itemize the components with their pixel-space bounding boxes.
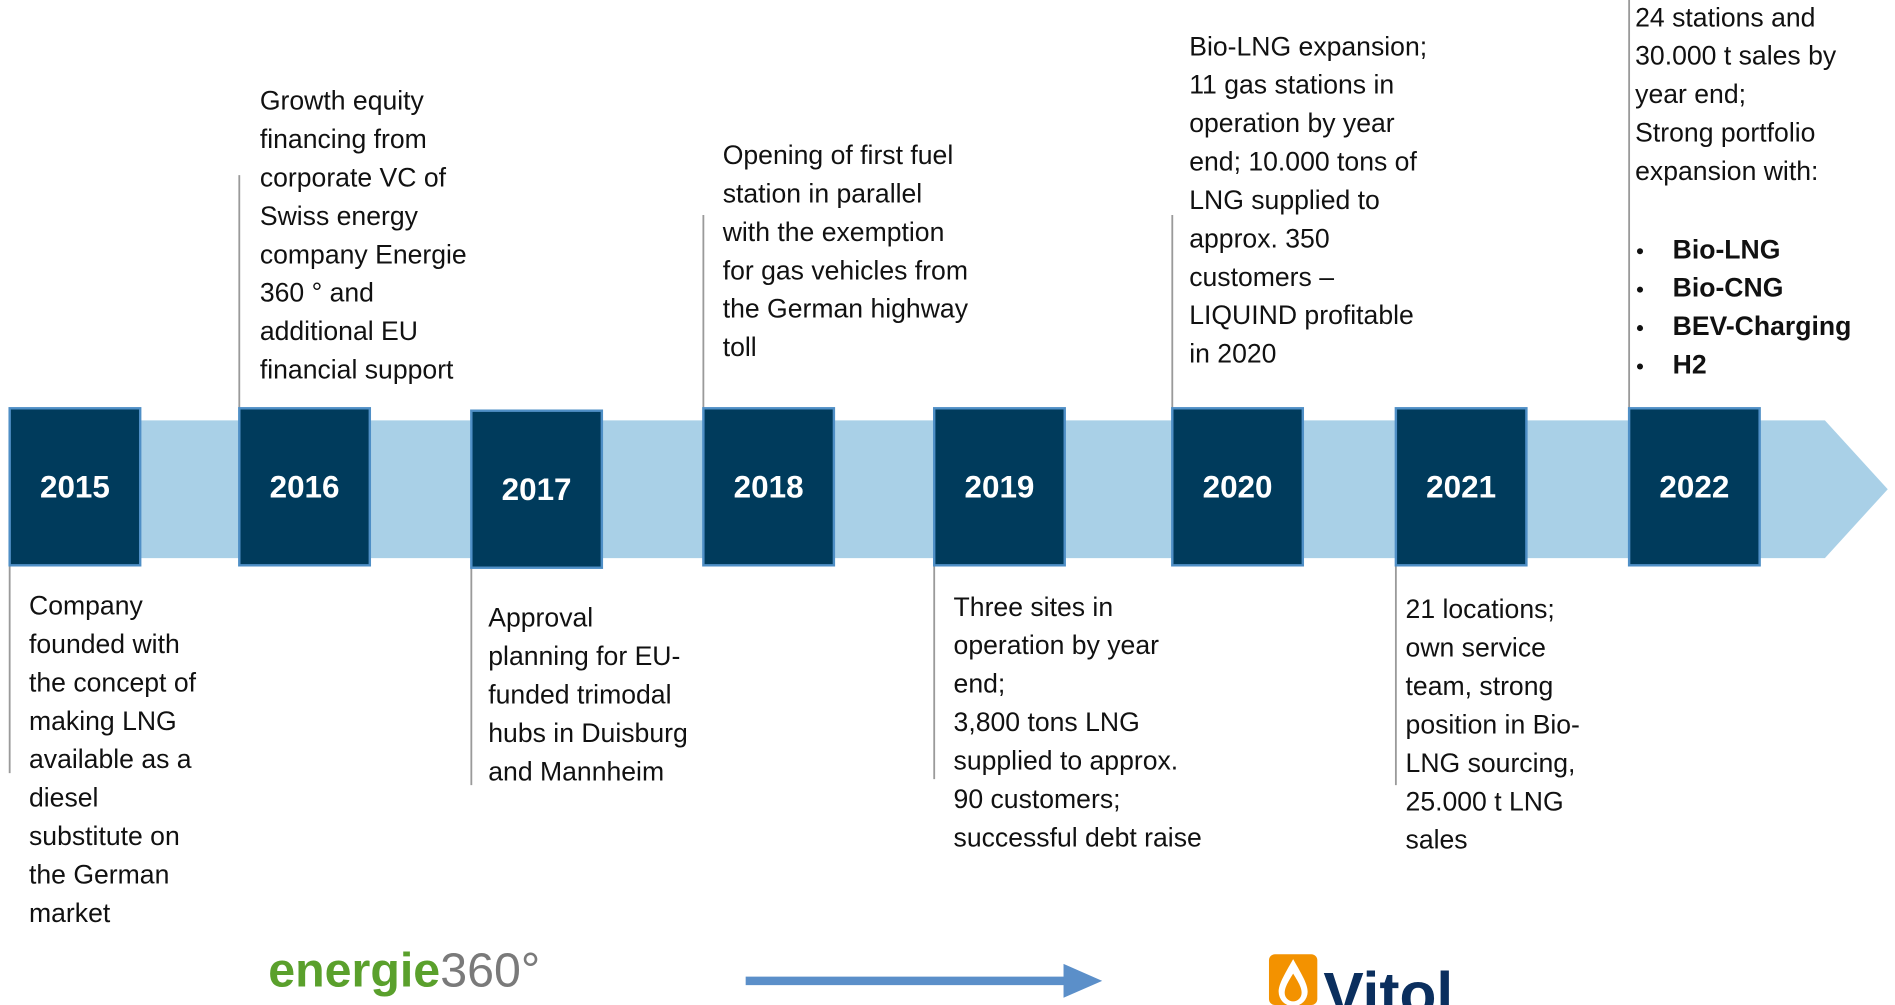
year-label: 2020 [1203,470,1273,505]
event-text: successful debt raise [954,822,1202,852]
event-text: making LNG [29,706,177,736]
vitol-drop-inner [1284,973,1302,1002]
event-text: 90 customers; [954,784,1121,814]
event-text: market [29,898,111,928]
bullet-text: BEV-Charging [1673,311,1852,341]
bullet-dot [1636,248,1644,255]
event-text: Growth equity [260,86,425,116]
year-label: 2015 [40,470,110,505]
event-text: in 2020 [1189,339,1276,369]
year-box [470,409,604,569]
event-text: customers – [1189,262,1334,292]
event-text: year end; [1635,79,1746,109]
event-text: 25.000 t LNG [1406,786,1564,816]
event-text: position in Bio- [1406,709,1580,739]
event-text: financing from [260,124,427,154]
event-text: Three sites in [954,592,1114,622]
year-box [1394,407,1528,567]
event-text: for gas vehicles from [723,255,968,285]
year-label: 2019 [965,470,1035,505]
bullet-text: H2 [1673,350,1707,380]
event-text: station in parallel [723,178,923,208]
event-text: with the exemption [722,217,945,247]
events: 2015 Company founded with the concept of mak… [8,0,1852,928]
event-text: 360 ° and [260,278,374,308]
event-text: diesel [29,783,98,813]
event-text: end; [954,669,1006,699]
event-text: hubs in Duisburg [488,718,688,748]
event-text: Strong portfolio [1635,118,1815,148]
event-text: the German highway [723,294,969,324]
event-text: own service [1406,633,1546,663]
year-box [1171,407,1305,567]
logo-word: energie [268,943,440,997]
event-text: planning for EU- [488,641,680,671]
bullet-text: Bio-LNG [1673,234,1781,264]
event-text: supplied to approx. [954,745,1179,775]
event-text: Company [29,591,143,621]
event-text: team, strong [1406,671,1554,701]
event-text: expansion with: [1635,156,1818,186]
event-text: the German [29,859,169,889]
year-box [1627,407,1761,567]
event-text: Swiss energy [260,201,419,231]
event-text: available as a [29,744,192,774]
event-text: 30.000 t sales by [1635,41,1837,71]
event-text: end; 10.000 tons of [1189,147,1417,177]
event-text: toll [723,332,757,362]
event-text: Opening of first fuel [723,140,954,170]
event-text: company Energie [260,239,467,269]
year-box [8,407,142,567]
event-text: LIQUIND profitable [1189,300,1414,330]
event-text: 21 locations; [1406,594,1555,624]
year-label: 2016 [270,470,340,505]
year-label: 2022 [1659,470,1729,505]
bullet-dot [1636,286,1644,293]
event-text: operation by year [954,630,1160,660]
bullet-dot [1636,325,1644,332]
event-text: approx. 350 [1189,223,1329,253]
event-text: additional EU [260,316,418,346]
vitol-logo: Vitol [1323,960,1453,1005]
year-box [238,407,372,567]
year-label: 2021 [1426,470,1496,505]
event-text: substitute on [29,821,180,851]
logo-number: 360° [440,943,540,997]
bullet-text: Bio-CNG [1673,273,1784,303]
event-text: the concept of [29,667,197,697]
energie-logo: energie360° [268,943,540,997]
event-text: 11 gas stations in [1189,70,1394,100]
event-text: LNG supplied to [1189,185,1380,215]
event-text: corporate VC of [260,163,447,193]
event-text: 3,800 tons LNG [954,707,1140,737]
event-text: financial support [260,355,454,385]
arrow-head [1063,963,1103,998]
event-text: LNG sourcing, [1406,748,1576,778]
year-box [932,407,1066,567]
event-text: and Mannheim [488,756,664,786]
event-text: sales [1406,825,1468,855]
event-text: funded trimodal [488,680,671,710]
year-label: 2017 [502,472,572,507]
event-text: founded with [29,629,180,659]
event-text: Bio-LNG expansion; [1189,31,1427,61]
event-text: Approval [488,603,593,633]
event-text: operation by year [1189,108,1395,138]
year-label: 2018 [734,470,804,505]
bullet-dot [1636,363,1644,370]
event-text: 24 stations and [1635,2,1815,32]
year-box [702,407,836,567]
